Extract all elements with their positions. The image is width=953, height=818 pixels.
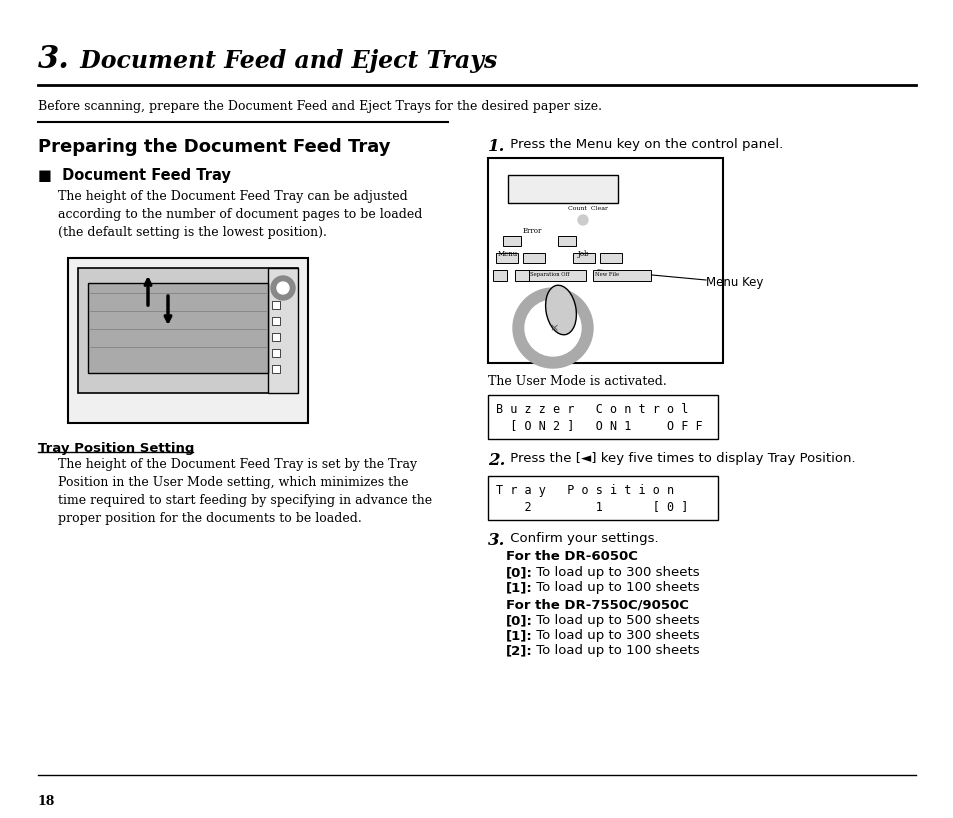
Bar: [593, 270, 650, 281]
Text: The height of the Document Feed Tray can be adjusted
according to the number of : The height of the Document Feed Tray can…: [58, 190, 422, 239]
Text: To load up to 100 sheets: To load up to 100 sheets: [532, 581, 699, 594]
Text: [ O N 2 ]   O N 1     O F F: [ O N 2 ] O N 1 O F F: [496, 419, 702, 432]
Text: Press the Menu key on the control panel.: Press the Menu key on the control panel.: [505, 138, 782, 151]
Text: [0]:: [0]:: [505, 566, 533, 579]
Circle shape: [271, 276, 294, 300]
Text: ×: ×: [548, 323, 558, 333]
Text: To load up to 500 sheets: To load up to 500 sheets: [532, 614, 699, 627]
Text: [1]:: [1]:: [505, 629, 532, 642]
Text: 2         1       [ 0 ]: 2 1 [ 0 ]: [496, 500, 688, 513]
Bar: [272, 301, 280, 309]
Text: 1.: 1.: [488, 138, 505, 155]
Bar: [272, 285, 280, 293]
Bar: [527, 270, 585, 281]
Text: [0]:: [0]:: [505, 614, 533, 627]
Text: Menu: Menu: [497, 250, 517, 258]
Bar: [68, 258, 308, 423]
Text: New File: New File: [595, 272, 618, 277]
Text: 3.: 3.: [38, 44, 70, 75]
Text: Error: Error: [522, 227, 542, 235]
Text: For the DR-6050C: For the DR-6050C: [505, 550, 638, 563]
Text: [1]:: [1]:: [505, 581, 532, 594]
Text: Confirm your settings.: Confirm your settings.: [505, 532, 658, 545]
Bar: [599, 253, 621, 263]
Text: To load up to 100 sheets: To load up to 100 sheets: [532, 644, 699, 657]
Bar: [488, 395, 718, 439]
Text: Tray Position Setting: Tray Position Setting: [38, 442, 194, 455]
Bar: [515, 270, 529, 281]
Text: To load up to 300 sheets: To load up to 300 sheets: [532, 629, 699, 642]
Bar: [502, 236, 520, 246]
Bar: [272, 349, 280, 357]
Text: Job: Job: [578, 250, 589, 258]
Circle shape: [513, 288, 593, 368]
Text: Count  Clear: Count Clear: [567, 206, 607, 211]
Bar: [272, 317, 280, 325]
Circle shape: [578, 215, 587, 225]
Text: T r a y   P o s i t i o n: T r a y P o s i t i o n: [496, 484, 674, 497]
Bar: [522, 253, 544, 263]
Bar: [496, 253, 517, 263]
Text: Press the [◄] key five times to display Tray Position.: Press the [◄] key five times to display …: [505, 452, 855, 465]
Bar: [488, 158, 722, 363]
Text: B u z z e r   C o n t r o l: B u z z e r C o n t r o l: [496, 403, 688, 416]
Bar: [493, 270, 506, 281]
Polygon shape: [88, 283, 268, 373]
Text: Separation Off: Separation Off: [530, 272, 569, 277]
Text: [2]:: [2]:: [505, 644, 532, 657]
Bar: [507, 175, 618, 203]
Bar: [488, 476, 718, 520]
Polygon shape: [78, 268, 297, 393]
Text: ■  Document Feed Tray: ■ Document Feed Tray: [38, 168, 231, 183]
Text: Before scanning, prepare the Document Feed and Eject Trays for the desired paper: Before scanning, prepare the Document Fe…: [38, 100, 601, 113]
Text: Menu Key: Menu Key: [705, 276, 762, 289]
Circle shape: [276, 282, 289, 294]
Bar: [268, 268, 297, 393]
Text: For the DR-7550C/9050C: For the DR-7550C/9050C: [505, 598, 688, 611]
Text: 2.: 2.: [488, 452, 505, 469]
Text: Preparing the Document Feed Tray: Preparing the Document Feed Tray: [38, 138, 390, 156]
Text: Document Feed and Eject Trays: Document Feed and Eject Trays: [71, 49, 497, 73]
Ellipse shape: [545, 285, 576, 335]
Text: The User Mode is activated.: The User Mode is activated.: [488, 375, 666, 388]
Text: 18: 18: [38, 795, 55, 808]
Bar: [272, 333, 280, 341]
Text: 3.: 3.: [488, 532, 505, 549]
Bar: [272, 365, 280, 373]
Circle shape: [524, 300, 580, 356]
Text: To load up to 300 sheets: To load up to 300 sheets: [532, 566, 699, 579]
Bar: [558, 236, 576, 246]
Bar: [573, 253, 595, 263]
Text: The height of the Document Feed Tray is set by the Tray
Position in the User Mod: The height of the Document Feed Tray is …: [58, 458, 432, 525]
